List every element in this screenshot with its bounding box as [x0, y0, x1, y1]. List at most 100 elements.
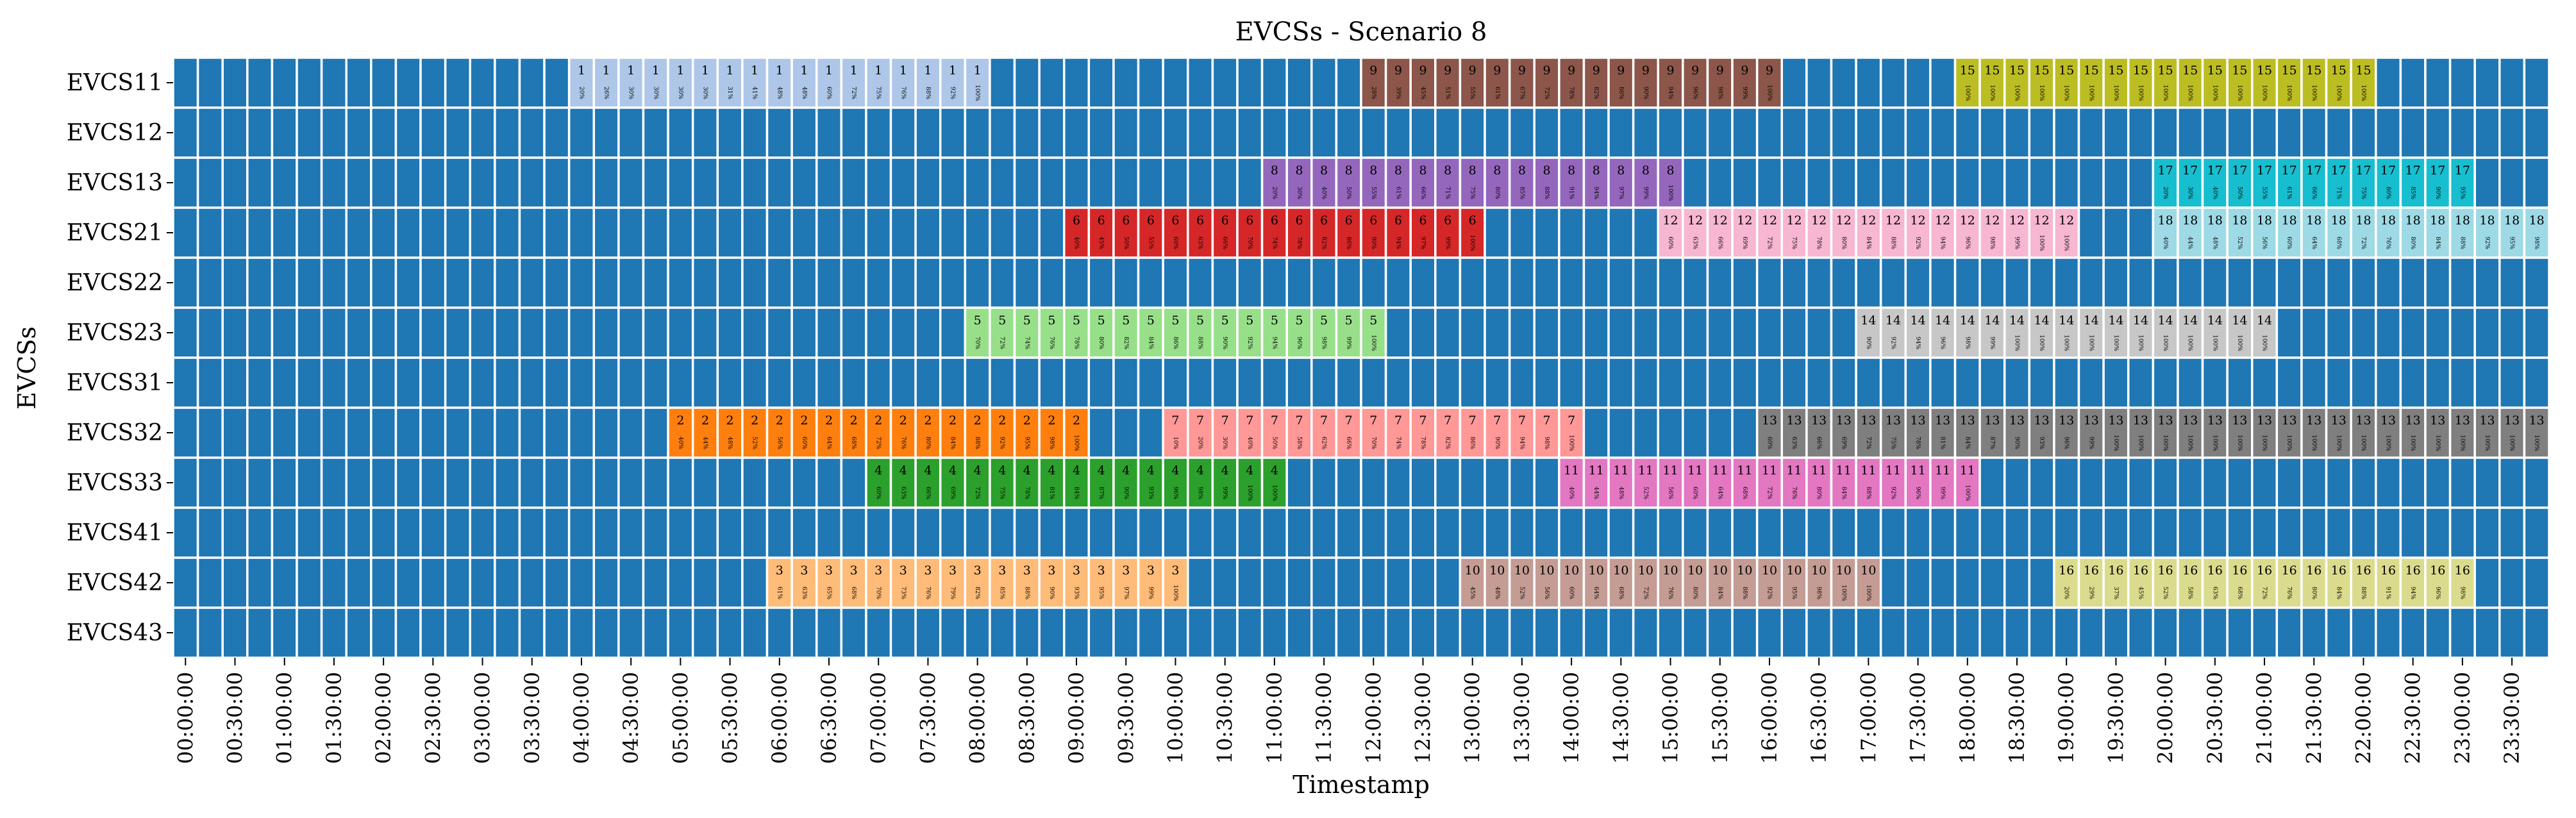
heatmap-cell-empty [865, 106, 892, 159]
heatmap-cell-empty [2102, 606, 2130, 659]
heatmap-cell-empty [1830, 106, 1857, 159]
heatmap-cell-charging [1855, 556, 1882, 609]
x-tick-label: 06:30:00 [817, 672, 841, 764]
cell-vehicle-label: 16 [2084, 563, 2099, 578]
heatmap-cell-empty [296, 306, 323, 359]
cell-soc-label: 64% [1593, 587, 1599, 599]
cell-soc-label: 93% [2038, 437, 2045, 449]
heatmap-cell-empty [2053, 156, 2080, 209]
cell-vehicle-label: 9 [1617, 63, 1625, 78]
heatmap-cell-empty [889, 206, 917, 259]
cell-soc-label: 90% [1494, 437, 1500, 449]
heatmap-cell-empty [1360, 506, 1387, 559]
cell-soc-label: 98% [1716, 87, 1723, 99]
cell-soc-label: 72% [1766, 237, 1772, 249]
heatmap-cell-empty [494, 606, 521, 659]
heatmap-cell-charging [1310, 406, 1338, 459]
heatmap-cell-empty [667, 356, 694, 409]
cell-soc-label: 100% [1667, 185, 1673, 201]
cell-soc-label: 30% [2187, 187, 2193, 199]
cell-soc-label: 75% [1469, 187, 1475, 199]
heatmap-cell-empty [1508, 306, 1535, 359]
heatmap-cell-empty [567, 106, 596, 159]
heatmap-cell-empty [221, 356, 249, 409]
heatmap-cell-empty [1162, 606, 1189, 659]
cell-vehicle-label: 12 [1910, 213, 1925, 228]
cell-soc-label: 81% [1048, 487, 1055, 499]
heatmap-cell-empty [543, 156, 571, 209]
cell-soc-label: 60% [1667, 237, 1673, 249]
heatmap-cell-empty [939, 156, 967, 209]
heatmap-cell-empty [2177, 606, 2204, 659]
cell-vehicle-label: 6 [1171, 213, 1179, 228]
heatmap-cell-empty [394, 406, 422, 459]
heatmap-cell-empty [1236, 356, 1264, 409]
heatmap-cell-empty [1434, 356, 1462, 409]
cell-soc-label: 92% [1914, 237, 1921, 249]
heatmap-cell-empty [1508, 106, 1535, 159]
heatmap-cell-empty [1360, 256, 1387, 309]
heatmap-cell-empty [765, 306, 793, 359]
heatmap-cell-empty [1855, 356, 1882, 409]
heatmap-cell-empty [1187, 256, 1214, 309]
cell-soc-label: 91% [2385, 587, 2391, 599]
heatmap-cell-empty [741, 106, 769, 159]
heatmap-cell-empty [691, 206, 719, 259]
cell-vehicle-label: 14 [2034, 313, 2050, 328]
heatmap-cell-empty [1434, 256, 1462, 309]
heatmap-cell-empty [1904, 256, 1932, 309]
cell-soc-label: 45% [1419, 87, 1426, 99]
heatmap-cell-empty [1384, 306, 1412, 359]
cell-vehicle-label: 16 [2257, 563, 2272, 578]
heatmap-cell-charging [1384, 56, 1412, 109]
cell-vehicle-label: 18 [2455, 213, 2470, 228]
heatmap-cell-empty [914, 206, 942, 259]
heatmap-cell-empty [691, 606, 719, 659]
cell-soc-label: 97% [1419, 237, 1426, 249]
heatmap-cell-empty [2003, 156, 2031, 209]
cell-vehicle-label: 5 [1196, 313, 1204, 328]
cell-vehicle-label: 14 [1960, 313, 1975, 328]
cell-vehicle-label: 3 [1171, 563, 1179, 578]
heatmap-cell-empty [1533, 106, 1560, 159]
heatmap-cell-empty [765, 456, 793, 509]
heatmap-cell-empty [1632, 406, 1659, 459]
cell-soc-label: 92% [1889, 487, 1896, 499]
heatmap-cell-empty [2053, 456, 2080, 509]
heatmap-cell-empty [1063, 56, 1091, 109]
cell-vehicle-label: 13 [2207, 413, 2223, 428]
heatmap-cell-empty [790, 456, 818, 509]
heatmap-cell-empty [1137, 406, 1164, 459]
cell-soc-label: 100% [1989, 85, 1995, 101]
cell-soc-label: 20% [2162, 187, 2168, 199]
heatmap-cell-empty [1657, 356, 1684, 409]
cell-soc-label: 76% [1667, 587, 1673, 599]
cell-vehicle-label: 12 [2059, 213, 2074, 228]
heatmap-cell-empty [865, 306, 892, 359]
heatmap-cell-empty [1508, 206, 1535, 259]
heatmap-cell-empty [2127, 156, 2155, 209]
heatmap-cell-empty [1112, 506, 1140, 559]
heatmap-cell-empty [667, 256, 694, 309]
heatmap-cell-empty [296, 406, 323, 459]
cell-soc-label: 60% [826, 87, 832, 99]
heatmap-cell-empty [345, 306, 372, 359]
heatmap-cell-empty [394, 306, 422, 359]
heatmap-cell-empty [989, 106, 1016, 159]
heatmap-cell-empty [815, 356, 843, 409]
heatmap-cell-empty [221, 256, 249, 309]
heatmap-cell-empty [494, 556, 521, 609]
heatmap-cell-empty [2003, 356, 2031, 409]
heatmap-cell-empty [2375, 106, 2402, 159]
cell-vehicle-label: 11 [1836, 463, 1852, 478]
heatmap-cell-empty [1038, 56, 1066, 109]
cell-soc-label: 20% [2063, 587, 2070, 599]
heatmap-cell-empty [2201, 606, 2229, 659]
heatmap-cell-empty [1013, 606, 1041, 659]
cell-soc-label: 88% [1889, 237, 1896, 249]
x-tick-label: 08:30:00 [1015, 672, 1039, 764]
cell-vehicle-label: 16 [2380, 563, 2396, 578]
cell-soc-label: 100% [1172, 585, 1178, 601]
cell-soc-label: 68% [850, 587, 857, 599]
cell-vehicle-label: 9 [1568, 63, 1575, 78]
